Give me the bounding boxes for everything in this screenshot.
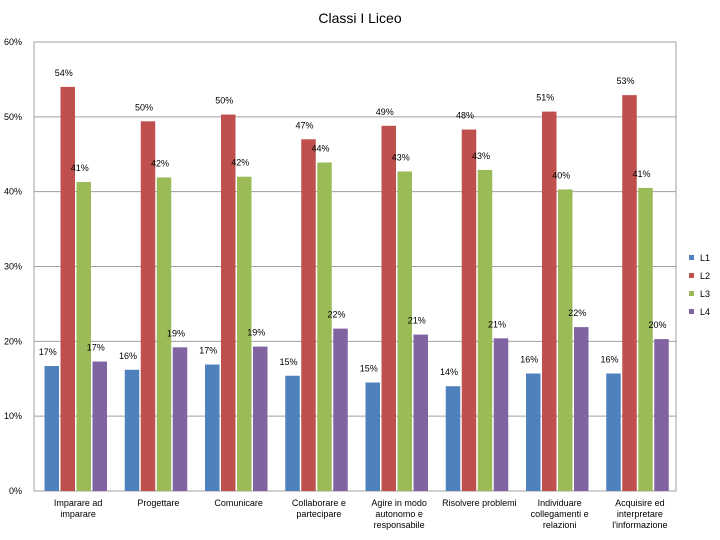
bar-l1 [365, 382, 380, 491]
data-label: 51% [536, 93, 554, 103]
data-label: 15% [360, 363, 378, 373]
data-label: 42% [151, 158, 169, 168]
data-label: 41% [71, 163, 89, 173]
data-label: 40% [552, 170, 570, 180]
legend-label: L1 [700, 253, 710, 263]
bar-l1 [445, 386, 461, 491]
bar-l2 [60, 86, 75, 492]
data-label: 16% [600, 355, 618, 365]
bar-l2 [542, 111, 557, 491]
bar-l4 [574, 327, 589, 491]
data-label: 22% [568, 308, 586, 318]
data-label: 43% [472, 151, 490, 161]
data-label: 19% [167, 328, 185, 338]
data-label: 16% [520, 355, 538, 365]
legend: L1 L2 L3 L4 [689, 253, 710, 317]
data-label: 22% [327, 310, 345, 320]
y-tick-label: 50% [4, 112, 22, 122]
bar-l3 [156, 177, 172, 491]
legend-swatch [689, 255, 694, 260]
bar-l4 [654, 339, 669, 491]
y-tick-label: 40% [4, 187, 22, 197]
data-label: 44% [311, 143, 329, 153]
data-label: 41% [632, 169, 650, 179]
data-label: 49% [376, 107, 394, 117]
bar-l2 [301, 139, 316, 492]
bar-l4 [92, 361, 107, 491]
category-label: Comunicare [214, 498, 263, 508]
bars [44, 86, 669, 492]
category-label: Progettare [137, 498, 179, 508]
data-label: 42% [231, 158, 249, 168]
bar-l2 [461, 129, 477, 491]
data-label: 15% [279, 357, 297, 367]
bar-l1 [606, 373, 621, 491]
bar-l3 [397, 171, 412, 491]
y-axis-ticks: 0% 10% 20% 30% 40% 50% 60% [4, 37, 22, 496]
data-label: 16% [119, 351, 137, 361]
bar-l3 [477, 169, 493, 491]
bar-l3 [76, 181, 91, 491]
data-label: 53% [616, 76, 634, 86]
legend-label: L4 [700, 307, 710, 317]
bar-l3 [317, 162, 332, 491]
bar-l2 [140, 121, 156, 491]
data-label: 54% [55, 68, 73, 78]
bar-l1 [44, 366, 59, 491]
bar-l1 [205, 364, 220, 491]
bar-l4 [493, 338, 509, 491]
bar-l1 [526, 373, 541, 491]
data-label: 19% [247, 328, 265, 338]
bar-l2 [221, 114, 236, 492]
legend-label: L2 [700, 271, 710, 281]
data-label: 21% [408, 316, 426, 326]
data-label: 17% [199, 346, 217, 356]
category-label: Agire in modo autonomo e responsabile [371, 498, 427, 530]
y-tick-label: 20% [4, 336, 22, 346]
category-label: Individuare collegamenti e relazioni [531, 498, 589, 530]
bar-l4 [333, 328, 348, 491]
data-label: 20% [648, 320, 666, 330]
legend-label: L3 [700, 289, 710, 299]
bar-l2 [381, 125, 396, 492]
x-axis-categories: Imparare ad imparare Progettare Comunicare C… [54, 498, 668, 530]
chart-title: Classi I Liceo [318, 10, 401, 26]
data-label: 17% [39, 347, 57, 357]
data-label: 14% [440, 367, 458, 377]
y-tick-label: 30% [4, 262, 22, 272]
category-label: Risolvere problemi [442, 498, 517, 508]
category-label: Imparare ad imparare [54, 498, 103, 519]
category-label: Acquisire ed interpretare l'informazione [612, 498, 667, 530]
bar-l4 [172, 347, 188, 491]
bar-l3 [237, 176, 252, 491]
data-label: 48% [456, 111, 474, 121]
bar-l3 [558, 189, 573, 491]
data-labels: 17% 16% 17% 15% 15% 14% 16% 16% 54% 50% 50% 47% 49% 4… [39, 68, 667, 377]
y-tick-label: 60% [4, 37, 22, 47]
data-label: 43% [392, 152, 410, 162]
bar-l4 [413, 334, 428, 491]
legend-swatch [689, 273, 694, 278]
plot-area-border [33, 41, 677, 492]
data-label: 50% [135, 102, 153, 112]
data-label: 17% [87, 343, 105, 353]
y-tick-label: 10% [4, 411, 22, 421]
y-tick-label: 0% [9, 486, 22, 496]
legend-swatch [689, 309, 694, 314]
data-label: 21% [488, 319, 506, 329]
bar-l3 [638, 187, 653, 492]
bar-l4 [253, 346, 268, 491]
legend-swatch [689, 291, 694, 296]
data-label: 47% [295, 120, 313, 130]
category-label: Collaborare e partecipare [292, 498, 346, 519]
bar-l1 [124, 369, 140, 491]
bar-l2 [622, 95, 637, 492]
bar-l1 [285, 375, 300, 491]
data-label: 50% [215, 96, 233, 106]
